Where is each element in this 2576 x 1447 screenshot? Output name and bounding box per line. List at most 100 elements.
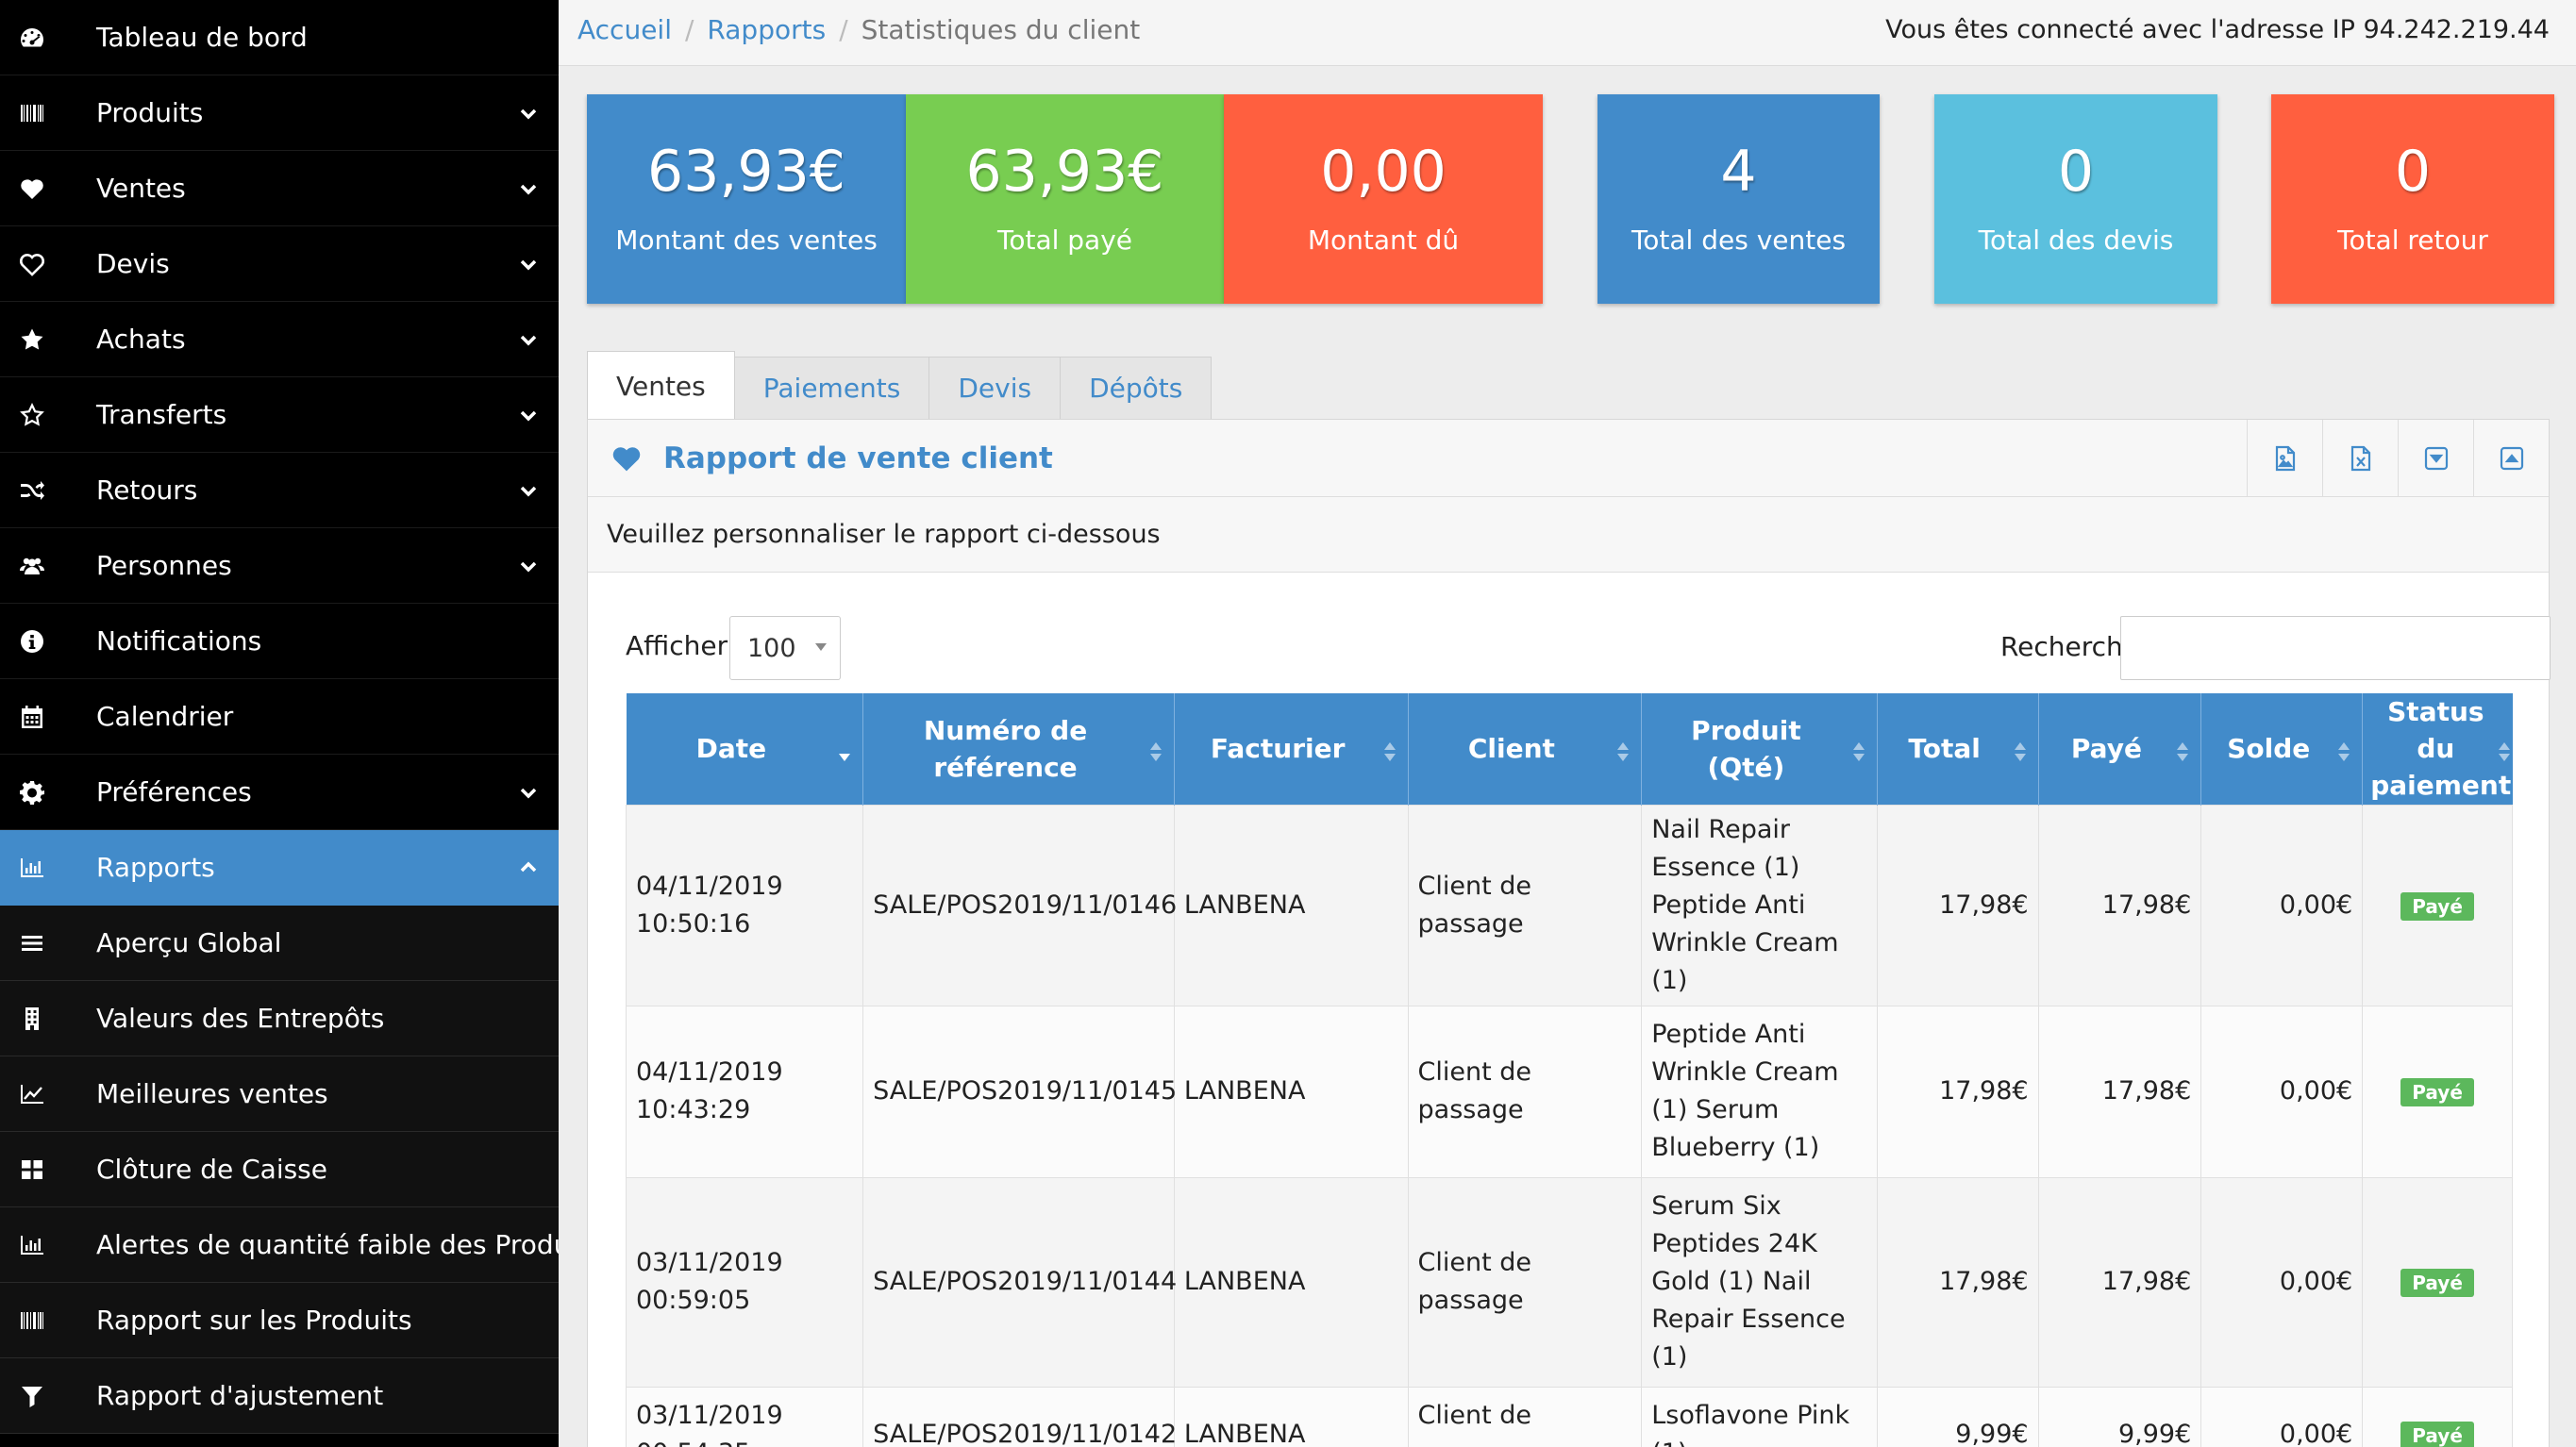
table-row[interactable]: 03/11/2019 00:54:35 SALE/POS2019/11/0142… bbox=[625, 1386, 2513, 1447]
chevron-down-icon[interactable] bbox=[517, 479, 540, 502]
sidebar-item-sales[interactable]: Ventes bbox=[0, 151, 559, 226]
sidebar-item-label: Rapports bbox=[96, 852, 215, 883]
toggle-form-button[interactable] bbox=[2398, 420, 2473, 497]
chevron-down-icon[interactable] bbox=[517, 555, 540, 577]
cell-reference: SALE/POS2019/11/0142 bbox=[862, 1386, 1177, 1447]
sidebar-item-preferences[interactable]: Préférences bbox=[0, 755, 559, 830]
sort-desc-icon bbox=[838, 737, 851, 761]
breadcrumb-reports-link[interactable]: Rapports bbox=[707, 13, 827, 45]
bar-chart-icon bbox=[0, 855, 96, 881]
cell-total: 17,98€ bbox=[1876, 1176, 2039, 1388]
sidebar-item-people[interactable]: Personnes bbox=[0, 528, 559, 604]
cell-total: 9,99€ bbox=[1876, 1386, 2039, 1447]
sidebar-item-reports[interactable]: Rapports bbox=[0, 830, 559, 906]
column-header-label: Produit (Qté) bbox=[1691, 714, 1801, 783]
caret-square-down-icon bbox=[2424, 446, 2448, 471]
column-header-payment-status[interactable]: Status du paiement bbox=[2362, 693, 2513, 806]
collapse-panel-button[interactable] bbox=[2473, 420, 2549, 497]
tab-deposits[interactable]: Dépôts bbox=[1061, 357, 1213, 419]
tab-quotes[interactable]: Devis bbox=[929, 357, 1062, 419]
sidebar-item-label: Rapport sur les Produits bbox=[96, 1305, 412, 1336]
sort-icon bbox=[2176, 737, 2189, 761]
table-row[interactable]: 03/11/2019 00:59:05 SALE/POS2019/11/0144… bbox=[625, 1176, 2513, 1388]
status-badge: Payé bbox=[2400, 1078, 2474, 1107]
column-header-total[interactable]: Total bbox=[1877, 693, 2039, 806]
chevron-down-icon[interactable] bbox=[517, 781, 540, 804]
star-outline-icon bbox=[0, 402, 96, 428]
sidebar-subitem-products-report[interactable]: Rapport sur les Produits bbox=[0, 1283, 559, 1358]
cell-date: 03/11/2019 00:59:05 bbox=[625, 1176, 864, 1388]
sales-table: Date Numéro de référence Facturier Clien… bbox=[625, 693, 2513, 1447]
cell-customer: Client de passage bbox=[1407, 804, 1643, 1006]
tab-payments[interactable]: Paiements bbox=[734, 357, 930, 419]
sidebar-subitem-low-stock-alerts[interactable]: Alertes de quantité faible des Produits bbox=[0, 1207, 602, 1283]
cell-payment-status: Payé bbox=[2362, 1005, 2513, 1178]
column-header-date[interactable]: Date bbox=[626, 693, 864, 806]
sidebar-item-transfers[interactable]: Transferts bbox=[0, 377, 559, 453]
column-header-biller[interactable]: Facturier bbox=[1174, 693, 1409, 806]
column-header-paid[interactable]: Payé bbox=[2038, 693, 2202, 806]
sidebar-subitem-cash-closing[interactable]: Clôture de Caisse bbox=[0, 1132, 559, 1207]
sidebar-subitem-overview[interactable]: Aperçu Global bbox=[0, 906, 559, 981]
table-row[interactable]: 04/11/2019 10:50:16 SALE/POS2019/11/0146… bbox=[625, 804, 2513, 1006]
stat-caption: Montant des ventes bbox=[615, 225, 878, 256]
sidebar-item-label: Calendrier bbox=[96, 701, 234, 732]
table-row[interactable]: 04/11/2019 10:43:29 SALE/POS2019/11/0145… bbox=[625, 1005, 2513, 1178]
dashboard-icon bbox=[0, 25, 96, 51]
search-input[interactable] bbox=[2120, 616, 2551, 680]
sidebar-subitem-best-sellers[interactable]: Meilleures ventes bbox=[0, 1056, 559, 1132]
page-length-select[interactable]: 100 bbox=[729, 616, 841, 680]
stat-caption: Total des devis bbox=[1978, 225, 2174, 256]
stat-total-paid: 63,93€ Total payé bbox=[906, 94, 1224, 304]
column-header-reference[interactable]: Numéro de référence bbox=[862, 693, 1175, 806]
cell-biller: LANBENA bbox=[1173, 1176, 1409, 1388]
sort-icon bbox=[1616, 737, 1630, 761]
cell-biller: LANBENA bbox=[1173, 1005, 1409, 1178]
sidebar-item-returns[interactable]: Retours bbox=[0, 453, 559, 528]
sidebar-item-notifications[interactable]: Notifications bbox=[0, 604, 559, 679]
sidebar-item-purchases[interactable]: Achats bbox=[0, 302, 559, 377]
sidebar-subitem-warehouse-values[interactable]: Valeurs des Entrepôts bbox=[0, 981, 559, 1056]
export-excel-button[interactable] bbox=[2322, 420, 2398, 497]
breadcrumb-current: Statistiques du client bbox=[861, 13, 1141, 45]
sidebar-item-calendar[interactable]: Calendrier bbox=[0, 679, 559, 755]
barcode-icon bbox=[0, 100, 96, 126]
heart-icon bbox=[611, 442, 643, 474]
stat-value: 63,93€ bbox=[647, 139, 845, 205]
cell-products: Serum Six Peptides 24K Gold (1) Nail Rep… bbox=[1641, 1176, 1878, 1388]
chevron-down-icon[interactable] bbox=[517, 404, 540, 426]
sidebar: Tableau de bord Produits Ventes Devis Ac… bbox=[0, 0, 602, 1447]
table-controls: Afficher 100 Recherche bbox=[588, 616, 2551, 686]
chevron-down-icon[interactable] bbox=[517, 102, 540, 125]
sidebar-subitem-adjustment-report[interactable]: Rapport d'ajustement bbox=[0, 1358, 559, 1434]
panel-header: Rapport de vente client bbox=[588, 420, 2549, 497]
stat-value: 0 bbox=[2394, 139, 2432, 205]
breadcrumb-separator: / bbox=[839, 13, 848, 45]
chevron-down-icon[interactable] bbox=[517, 328, 540, 351]
breadcrumb-home-link[interactable]: Accueil bbox=[577, 13, 672, 45]
cell-reference: SALE/POS2019/11/0146 bbox=[862, 804, 1177, 1006]
chevron-up-icon[interactable] bbox=[517, 857, 540, 879]
sidebar-item-quotes[interactable]: Devis bbox=[0, 226, 559, 302]
column-header-label: Payé bbox=[2070, 733, 2142, 765]
cell-balance: 0,00€ bbox=[2200, 1005, 2364, 1178]
column-header-label: Total bbox=[1908, 733, 1981, 765]
sort-icon bbox=[2498, 737, 2511, 761]
tab-sales[interactable]: Ventes bbox=[587, 351, 735, 420]
cog-icon bbox=[0, 779, 96, 806]
random-icon bbox=[0, 477, 96, 504]
column-header-products[interactable]: Produit (Qté) bbox=[1641, 693, 1878, 806]
cell-balance: 0,00€ bbox=[2200, 1176, 2364, 1388]
sidebar-item-dashboard[interactable]: Tableau de bord bbox=[0, 0, 559, 75]
chevron-down-icon[interactable] bbox=[517, 177, 540, 200]
th-large-icon bbox=[0, 1156, 96, 1183]
chevron-down-icon[interactable] bbox=[517, 253, 540, 275]
column-header-label: Numéro de référence bbox=[923, 714, 1088, 783]
cell-paid: 17,98€ bbox=[2037, 1176, 2202, 1388]
sidebar-item-label: Préférences bbox=[96, 776, 252, 807]
sidebar-item-products[interactable]: Produits bbox=[0, 75, 559, 151]
column-header-balance[interactable]: Solde bbox=[2200, 693, 2364, 806]
export-image-button[interactable] bbox=[2247, 420, 2322, 497]
column-header-customer[interactable]: Client bbox=[1408, 693, 1643, 806]
cell-customer: Client de passage bbox=[1407, 1386, 1643, 1447]
